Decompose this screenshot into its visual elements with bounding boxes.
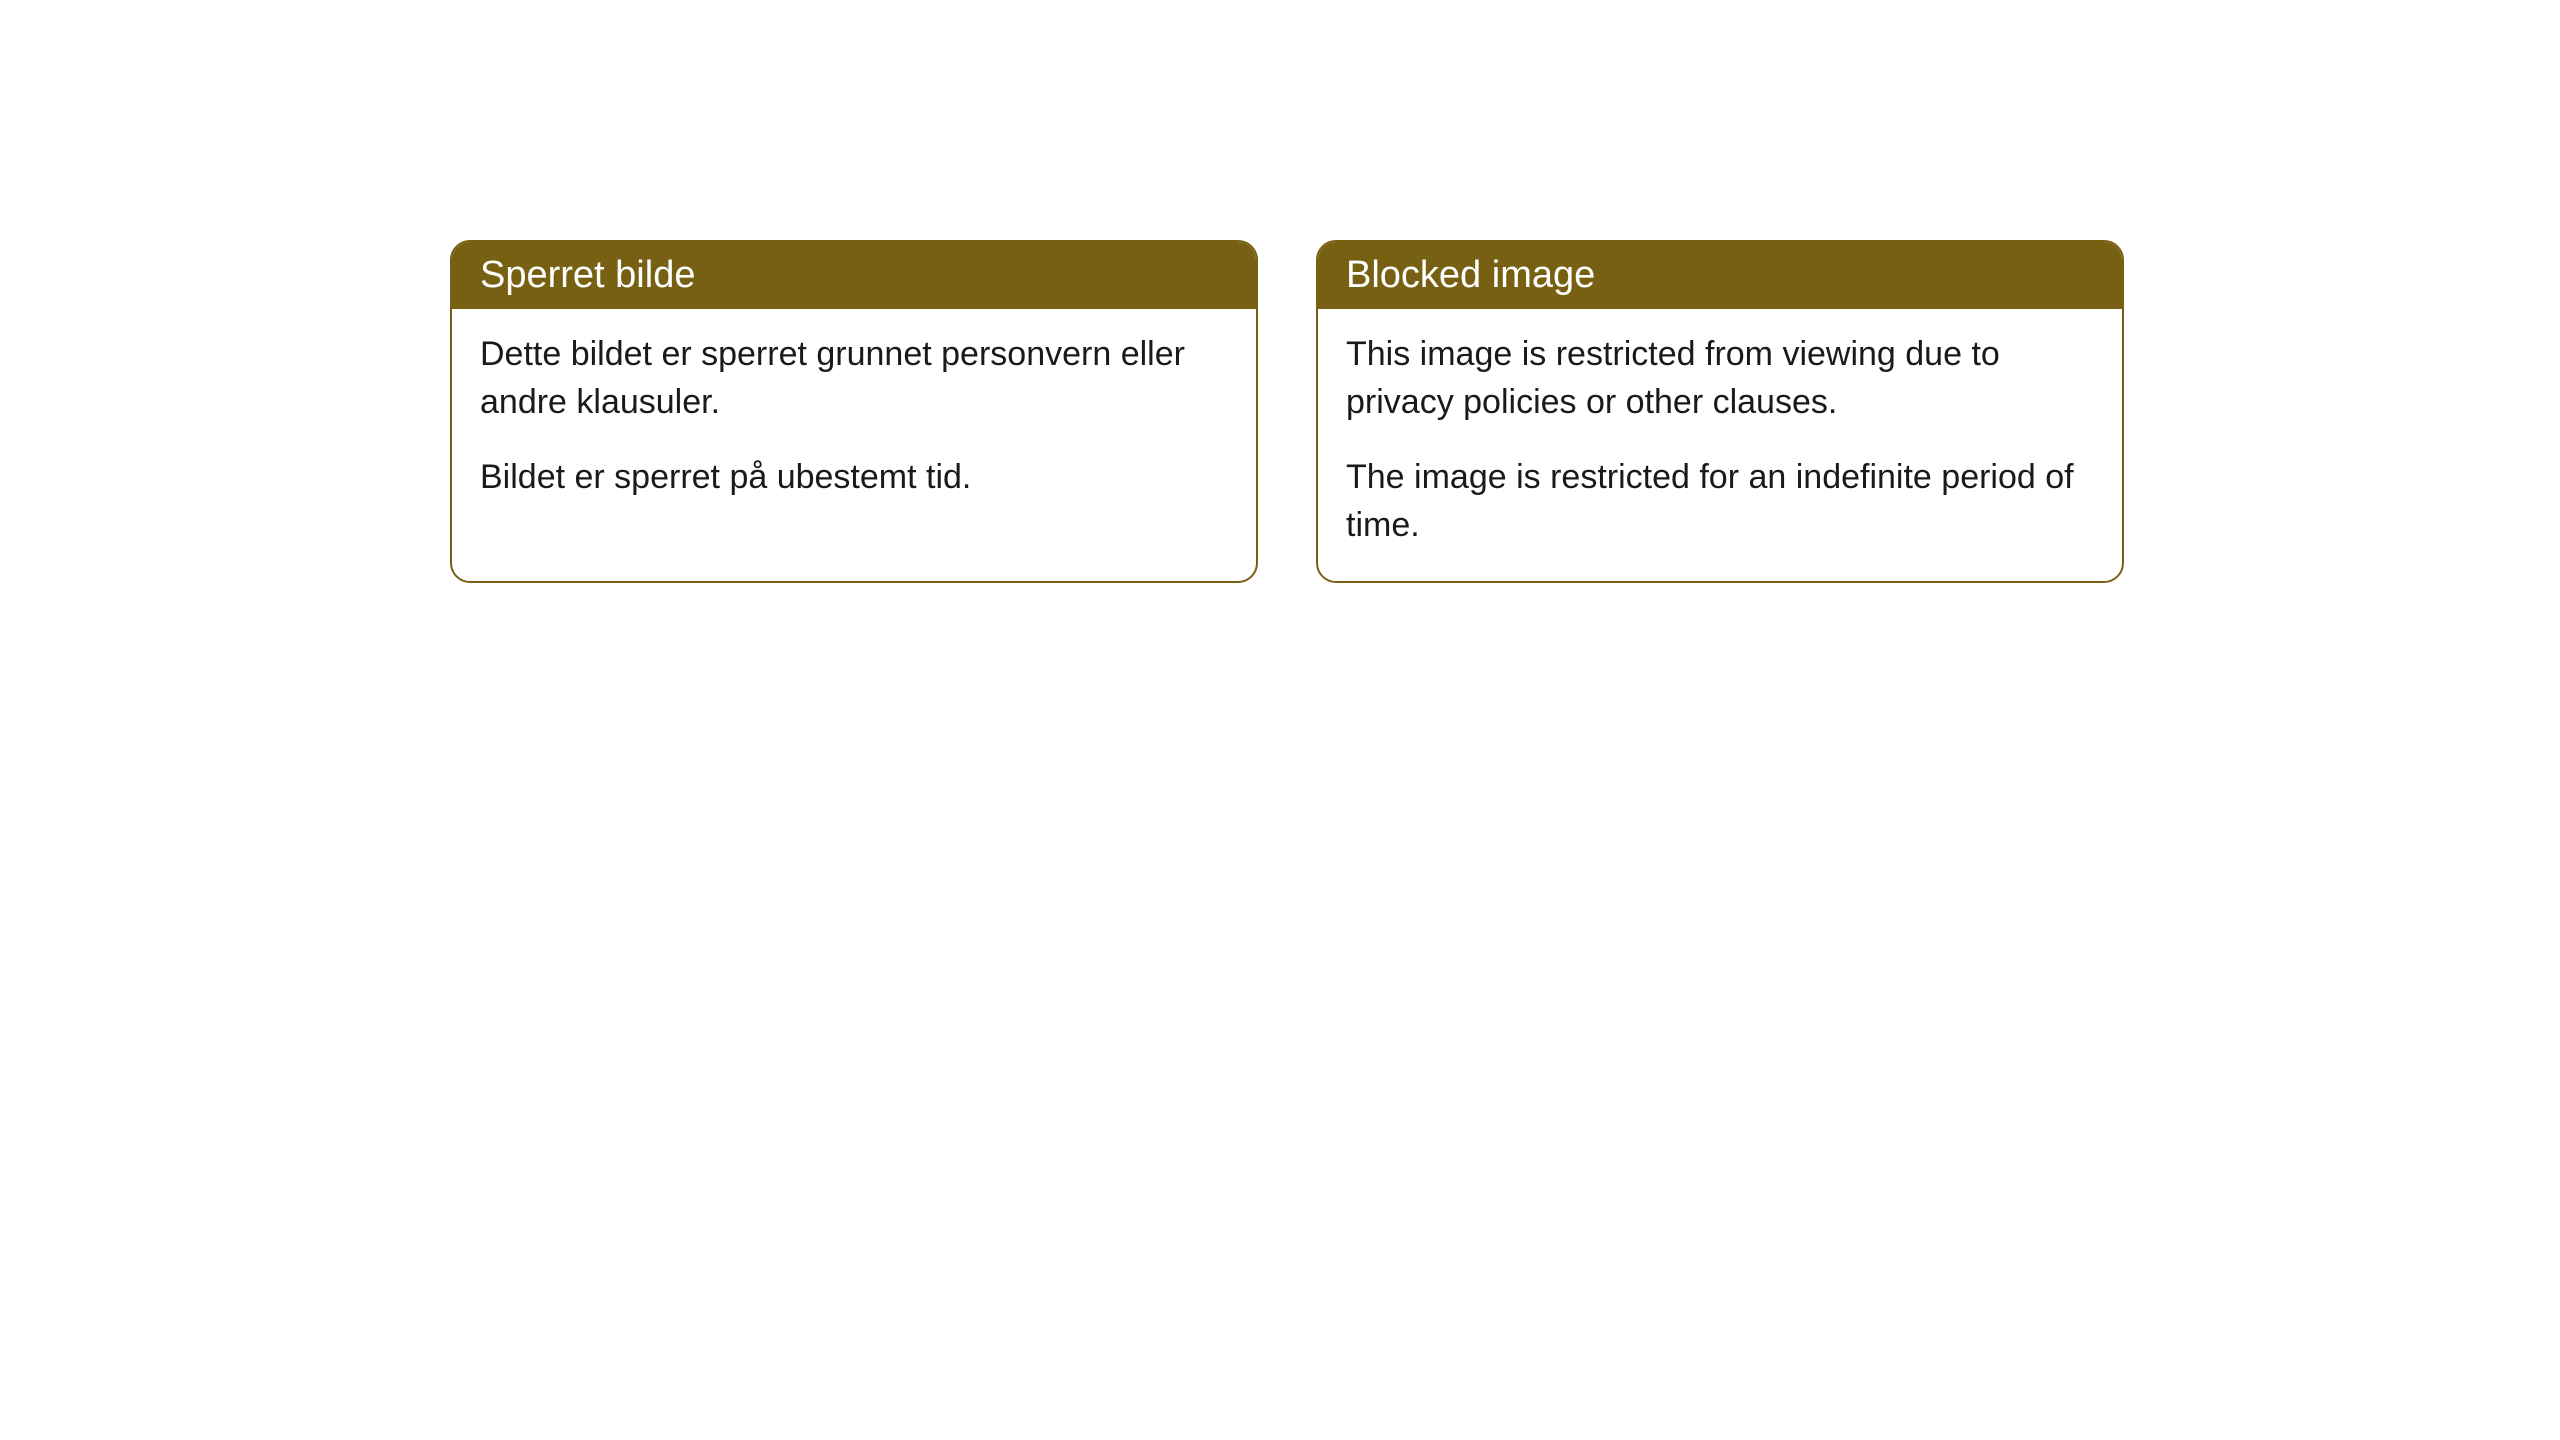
notice-card-english: Blocked image This image is restricted f… [1316, 240, 2124, 583]
card-title: Blocked image [1346, 254, 1595, 296]
card-header: Blocked image [1318, 242, 2122, 309]
card-paragraph: The image is restricted for an indefinit… [1346, 454, 2094, 549]
card-title: Sperret bilde [480, 254, 695, 296]
card-paragraph: Bildet er sperret på ubestemt tid. [480, 454, 1228, 502]
card-body: This image is restricted from viewing du… [1318, 309, 2122, 581]
notice-cards-container: Sperret bilde Dette bildet er sperret gr… [450, 240, 2124, 583]
card-paragraph: Dette bildet er sperret grunnet personve… [480, 331, 1228, 426]
notice-card-norwegian: Sperret bilde Dette bildet er sperret gr… [450, 240, 1258, 583]
card-body: Dette bildet er sperret grunnet personve… [452, 309, 1256, 534]
card-paragraph: This image is restricted from viewing du… [1346, 331, 2094, 426]
card-header: Sperret bilde [452, 242, 1256, 309]
